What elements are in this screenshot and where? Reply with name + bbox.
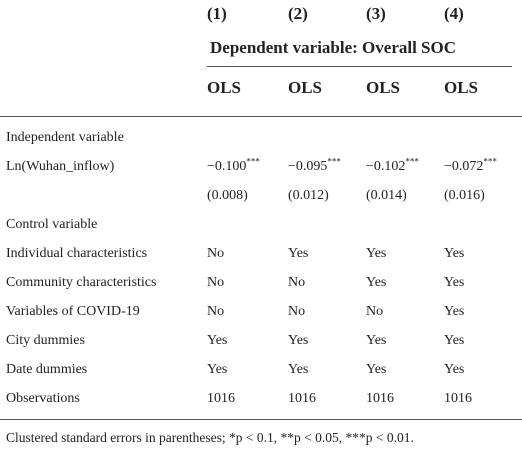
control-row-label: Variables of COVID-19: [6, 304, 140, 319]
coef-value-3: −0.102***: [366, 156, 419, 174]
header-bottom-rule: [0, 116, 522, 117]
control-cell: Yes: [288, 333, 309, 348]
control-cell: Yes: [366, 333, 387, 348]
se-value-4: (0.016): [444, 188, 485, 203]
control-cell: Yes: [366, 362, 387, 377]
dependent-variable-heading: Dependent variable: Overall SOC: [210, 38, 457, 57]
coef-value-4: −0.072***: [444, 156, 497, 174]
coef-value-2: −0.095***: [288, 156, 341, 174]
control-cell: Yes: [288, 246, 309, 261]
observations-cell: 1016: [207, 391, 235, 406]
control-row-label: City dummies: [6, 333, 85, 348]
control-cell: Yes: [207, 362, 228, 377]
control-cell: Yes: [444, 333, 465, 348]
control-cell: No: [207, 275, 225, 290]
observations-cell: 1016: [444, 391, 472, 406]
control-cell: No: [207, 304, 225, 319]
control-cell: Yes: [444, 275, 465, 290]
control-cell: Yes: [444, 362, 465, 377]
table-bottom-rule: [0, 419, 522, 420]
method-label-1: OLS: [207, 78, 242, 97]
method-label-3: OLS: [366, 78, 401, 97]
control-cell: No: [288, 275, 306, 290]
se-value-3: (0.014): [366, 188, 407, 203]
control-cell: Yes: [366, 246, 387, 261]
method-label-4: OLS: [444, 78, 479, 97]
column-header-1: (1): [207, 4, 227, 23]
control-cell: Yes: [444, 304, 465, 319]
control-row-label: Date dummies: [6, 362, 88, 377]
control-cell: No: [366, 304, 384, 319]
control-row-label: Individual characteristics: [6, 246, 148, 261]
control-variable-section-label: Control variable: [6, 217, 98, 232]
control-cell: Yes: [207, 333, 228, 348]
se-value-2: (0.012): [288, 188, 329, 203]
independent-variable-section-label: Independent variable: [6, 130, 124, 145]
column-header-2: (2): [288, 4, 308, 23]
dependent-variable-rule: [207, 66, 512, 67]
control-cell: No: [207, 246, 225, 261]
se-value-1: (0.008): [207, 188, 248, 203]
coef-row-label: Ln(Wuhan_inflow): [6, 159, 115, 174]
control-cell: No: [288, 304, 306, 319]
column-header-4: (4): [444, 4, 464, 23]
control-cell: Yes: [288, 362, 309, 377]
method-label-2: OLS: [288, 78, 323, 97]
control-cell: Yes: [366, 275, 387, 290]
observations-cell: 1016: [288, 391, 316, 406]
control-cell: Yes: [444, 246, 465, 261]
column-header-3: (3): [366, 4, 386, 23]
table-footnote: Clustered standard errors in parentheses…: [6, 430, 414, 445]
observations-cell: 1016: [366, 391, 394, 406]
control-row-label: Community characteristics: [6, 275, 157, 290]
observations-row-label: Observations: [6, 391, 80, 406]
coef-value-1: −0.100***: [207, 156, 260, 174]
